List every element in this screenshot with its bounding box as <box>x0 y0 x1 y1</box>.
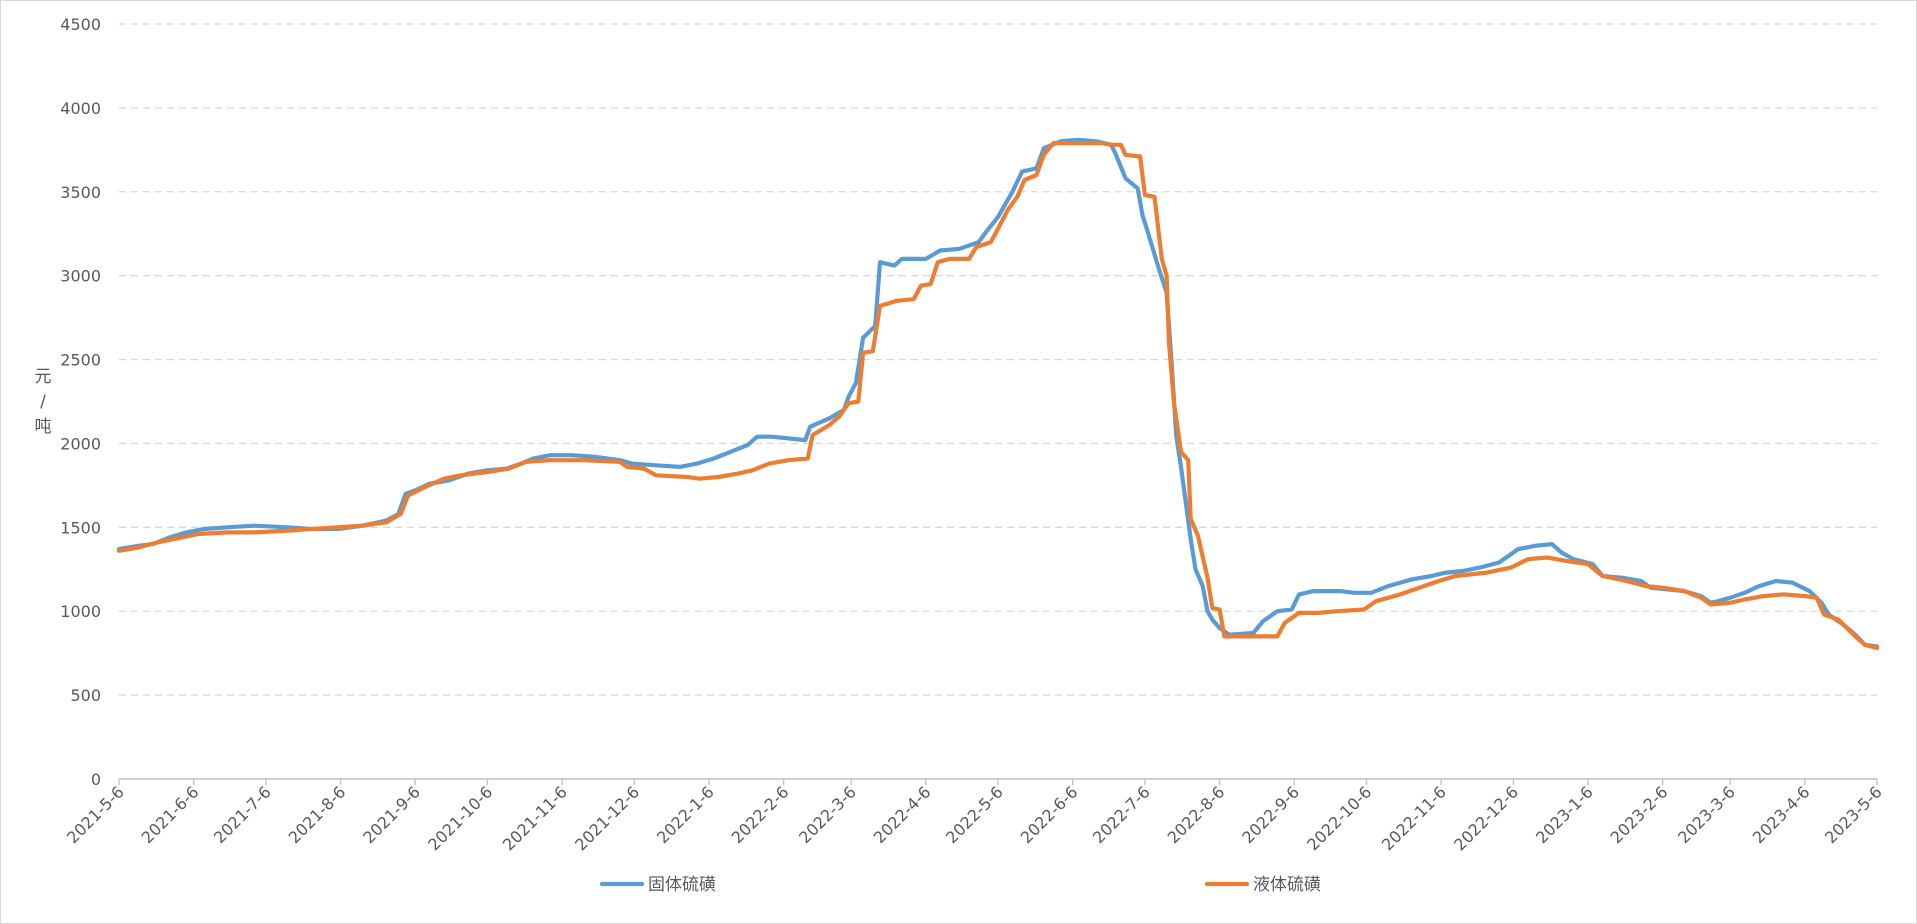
y-axis-label-char: 吨 <box>35 417 52 437</box>
x-tick-label: 2022-7-6 <box>1089 782 1154 847</box>
x-tick-label: 2023-1-6 <box>1532 782 1597 847</box>
y-axis-label-char: / <box>40 392 46 412</box>
x-tick-label: 2021-10-6 <box>424 782 496 854</box>
x-tick-label: 2022-6-6 <box>1017 782 1082 847</box>
y-tick-label: 1000 <box>60 602 101 621</box>
x-tick-label: 2022-11-6 <box>1378 782 1450 854</box>
y-tick-label: 4000 <box>60 99 101 118</box>
series-line-liquid-sulfur <box>116 141 1880 651</box>
x-tick-label: 2021-9-6 <box>359 782 424 847</box>
y-tick-label: 2500 <box>60 351 101 370</box>
gridlines <box>119 23 1877 696</box>
y-tick-label: 4500 <box>60 15 101 34</box>
x-tick-label: 2021-7-6 <box>210 782 275 847</box>
x-axis-ticks <box>118 779 1878 785</box>
series-lines <box>116 137 1880 651</box>
x-tick-label: 2023-4-6 <box>1749 782 1814 847</box>
x-tick-label: 2022-2-6 <box>728 782 793 847</box>
x-tick-label: 2022-9-6 <box>1238 782 1303 847</box>
legend-label: 固体硫磺 <box>648 875 716 895</box>
x-tick-label: 2021-8-6 <box>285 782 350 847</box>
x-tick-label: 2021-12-6 <box>571 782 643 854</box>
x-axis-tick-labels: 2021-5-6 2021-6-6 2021-7-6 2021-8-6 2021-9-6… <box>63 782 1886 854</box>
x-tick-label: 2021-11-6 <box>499 782 571 854</box>
legend: 固体硫磺 液体硫磺 <box>599 875 1321 895</box>
y-axis-label-char: 元 <box>35 367 52 387</box>
y-tick-label: 0 <box>91 770 101 789</box>
x-tick-label: 2022-4-6 <box>870 782 935 847</box>
y-axis-label: 元 / 吨 <box>35 367 52 437</box>
x-tick-label: 2023-2-6 <box>1607 782 1672 847</box>
y-tick-label: 3000 <box>60 267 101 286</box>
y-axis-tick-labels: 0 500 1000 1500 2000 2500 3000 3500 4000 4500 <box>60 15 101 789</box>
x-tick-label: 2022-5-6 <box>942 782 1007 847</box>
x-tick-label: 2023-5-6 <box>1821 782 1886 847</box>
x-tick-label: 2022-3-6 <box>795 782 860 847</box>
y-tick-label: 2000 <box>60 434 101 453</box>
y-tick-label: 3500 <box>60 183 101 202</box>
x-tick-label: 2021-5-6 <box>63 782 128 847</box>
x-tick-label: 2023-3-6 <box>1674 782 1739 847</box>
x-tick-label: 2022-12-6 <box>1450 782 1522 854</box>
x-tick-label: 2022-1-6 <box>653 782 718 847</box>
y-tick-label: 1500 <box>60 518 101 537</box>
series-line-solid-sulfur <box>116 137 1880 649</box>
x-tick-label: 2022-10-6 <box>1303 782 1375 854</box>
x-tick-label: 2022-8-6 <box>1164 782 1229 847</box>
y-tick-label: 500 <box>70 686 101 705</box>
legend-label: 液体硫磺 <box>1253 875 1321 895</box>
x-tick-label: 2021-6-6 <box>138 782 203 847</box>
